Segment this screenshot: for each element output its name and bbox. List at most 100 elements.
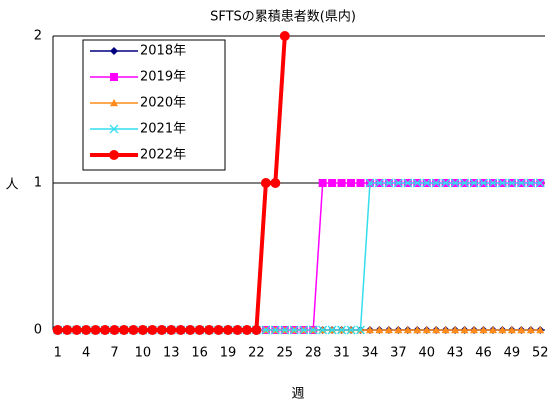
marker: [118, 325, 129, 335]
marker: [470, 326, 479, 334]
legend-box: [82, 39, 226, 171]
marker: [384, 178, 394, 188]
marker: [450, 178, 460, 188]
marker: [460, 326, 469, 334]
series-line: [57, 182, 541, 331]
y-tick-label: 0: [34, 323, 42, 338]
marker: [81, 325, 92, 335]
x-tick-label: 22: [248, 346, 265, 361]
marker: [403, 326, 412, 334]
marker: [327, 325, 337, 335]
marker: [62, 325, 73, 335]
marker: [498, 326, 507, 334]
marker: [194, 325, 205, 335]
marker: [241, 325, 252, 335]
marker: [318, 179, 327, 187]
marker: [356, 179, 365, 187]
marker: [280, 325, 290, 335]
x-tick-label: 13: [163, 346, 180, 361]
x-axis-label: 週: [291, 387, 304, 401]
legend-label: 2019年: [140, 70, 186, 85]
y-axis-label: 人: [5, 178, 18, 193]
marker: [365, 178, 375, 188]
marker: [90, 325, 101, 335]
marker: [441, 326, 450, 334]
x-tick-label: 34: [362, 346, 379, 361]
x-tick-label: 4: [82, 346, 90, 361]
marker: [299, 325, 309, 335]
marker: [393, 178, 403, 188]
marker: [451, 326, 460, 334]
marker: [384, 326, 393, 334]
marker: [374, 178, 384, 188]
marker: [166, 325, 177, 335]
marker: [497, 178, 507, 188]
x-tick-label: 31: [333, 346, 350, 361]
y-tick-label: 2: [34, 29, 42, 44]
marker: [431, 178, 441, 188]
marker: [441, 178, 451, 188]
legend-label: 2018年: [140, 44, 186, 59]
marker: [110, 99, 118, 107]
y-tick-label: 1: [34, 176, 42, 191]
x-tick-label: 19: [220, 346, 237, 361]
marker: [432, 326, 441, 334]
x-tick-label: 52: [532, 346, 549, 361]
marker: [356, 325, 365, 335]
marker: [109, 325, 120, 335]
marker: [289, 325, 299, 335]
x-tick-label: 1: [54, 346, 62, 361]
marker: [517, 326, 526, 334]
x-tick-label: 16: [191, 346, 208, 361]
marker: [185, 325, 196, 335]
marker: [100, 325, 111, 335]
series-line: [57, 182, 541, 331]
marker: [147, 325, 158, 335]
marker: [128, 325, 139, 335]
chart-title: SFTSの累積患者数(県内): [210, 9, 356, 25]
marker: [479, 178, 488, 188]
marker: [251, 325, 262, 335]
legend-label: 2021年: [140, 122, 186, 137]
marker: [507, 178, 517, 188]
marker: [260, 178, 271, 188]
marker: [347, 179, 356, 187]
marker: [507, 326, 516, 334]
x-tick-label: 40: [418, 346, 435, 361]
x-tick-label: 28: [305, 346, 322, 361]
marker: [422, 326, 431, 334]
marker: [394, 326, 403, 334]
marker: [318, 325, 328, 335]
marker: [346, 325, 356, 335]
marker: [403, 178, 413, 188]
marker: [109, 150, 119, 160]
marker: [479, 326, 488, 334]
x-tick-label: 25: [277, 346, 294, 361]
marker: [526, 326, 535, 334]
legend: 2018年 2019年 2020年 2021年 2022年: [82, 39, 226, 171]
x-tick-label: 10: [135, 346, 152, 361]
marker: [516, 178, 526, 188]
marker: [412, 178, 422, 188]
marker: [110, 73, 118, 81]
marker: [337, 325, 347, 335]
x-tick-label: 37: [390, 346, 407, 361]
marker: [175, 325, 186, 335]
marker: [536, 326, 545, 334]
legend-label: 2022年: [140, 148, 186, 163]
marker: [308, 325, 318, 335]
marker: [413, 326, 422, 334]
marker: [156, 325, 167, 335]
marker: [488, 178, 498, 188]
marker: [488, 326, 497, 334]
marker: [137, 325, 148, 335]
marker: [213, 325, 224, 335]
marker: [337, 179, 346, 187]
marker: [535, 178, 545, 188]
x-tick-label: 43: [447, 346, 464, 361]
marker: [422, 178, 432, 188]
x-tick-label: 7: [110, 346, 118, 361]
x-tick-label: 49: [504, 346, 521, 361]
marker: [279, 31, 290, 41]
